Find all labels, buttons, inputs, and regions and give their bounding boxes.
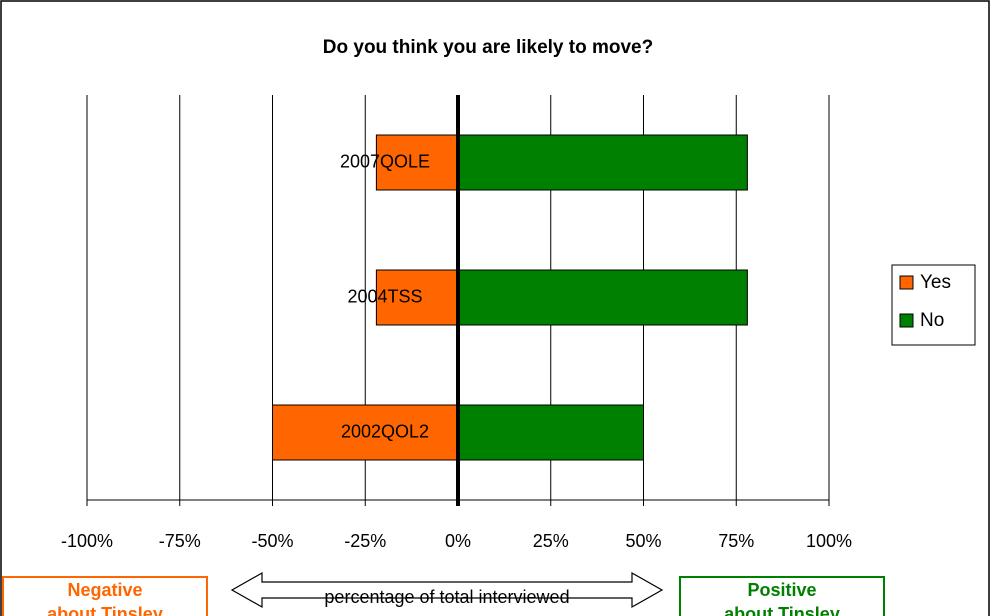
x-tick-label: 75%	[718, 531, 754, 551]
legend-swatch	[899, 313, 914, 328]
legend-swatch	[899, 275, 914, 290]
negative-box	[2, 576, 208, 616]
positive-box	[679, 576, 885, 616]
x-tick-label: -50%	[251, 531, 293, 551]
positive-label: about Tinsley	[724, 604, 840, 616]
x-tick-label: -100%	[61, 531, 113, 551]
bar	[375, 134, 459, 191]
double-arrow	[230, 571, 664, 609]
legend-label: No	[920, 310, 944, 331]
category-label: 2004TSS	[347, 286, 422, 306]
bar	[272, 404, 459, 461]
x-tick-label: 0%	[445, 531, 471, 551]
x-tick-label: -25%	[344, 531, 386, 551]
bar	[457, 134, 748, 191]
axis-label: percentage of total interviewed	[324, 587, 569, 607]
x-tick-label: 25%	[533, 531, 569, 551]
bar	[375, 269, 459, 326]
negative-label: Negative	[67, 580, 142, 600]
positive-label: Positive	[747, 580, 816, 600]
category-label: 2007QOLE	[340, 151, 430, 171]
negative-label: about Tinsley	[47, 604, 163, 616]
category-label: 2002QOL2	[341, 421, 429, 441]
x-tick-label: -75%	[159, 531, 201, 551]
chart-title: Do you think you are likely to move?	[323, 37, 653, 58]
bar	[457, 404, 644, 461]
x-tick-label: 100%	[806, 531, 852, 551]
legend-label: Yes	[920, 272, 951, 293]
bar	[457, 269, 748, 326]
x-tick-label: 50%	[625, 531, 661, 551]
